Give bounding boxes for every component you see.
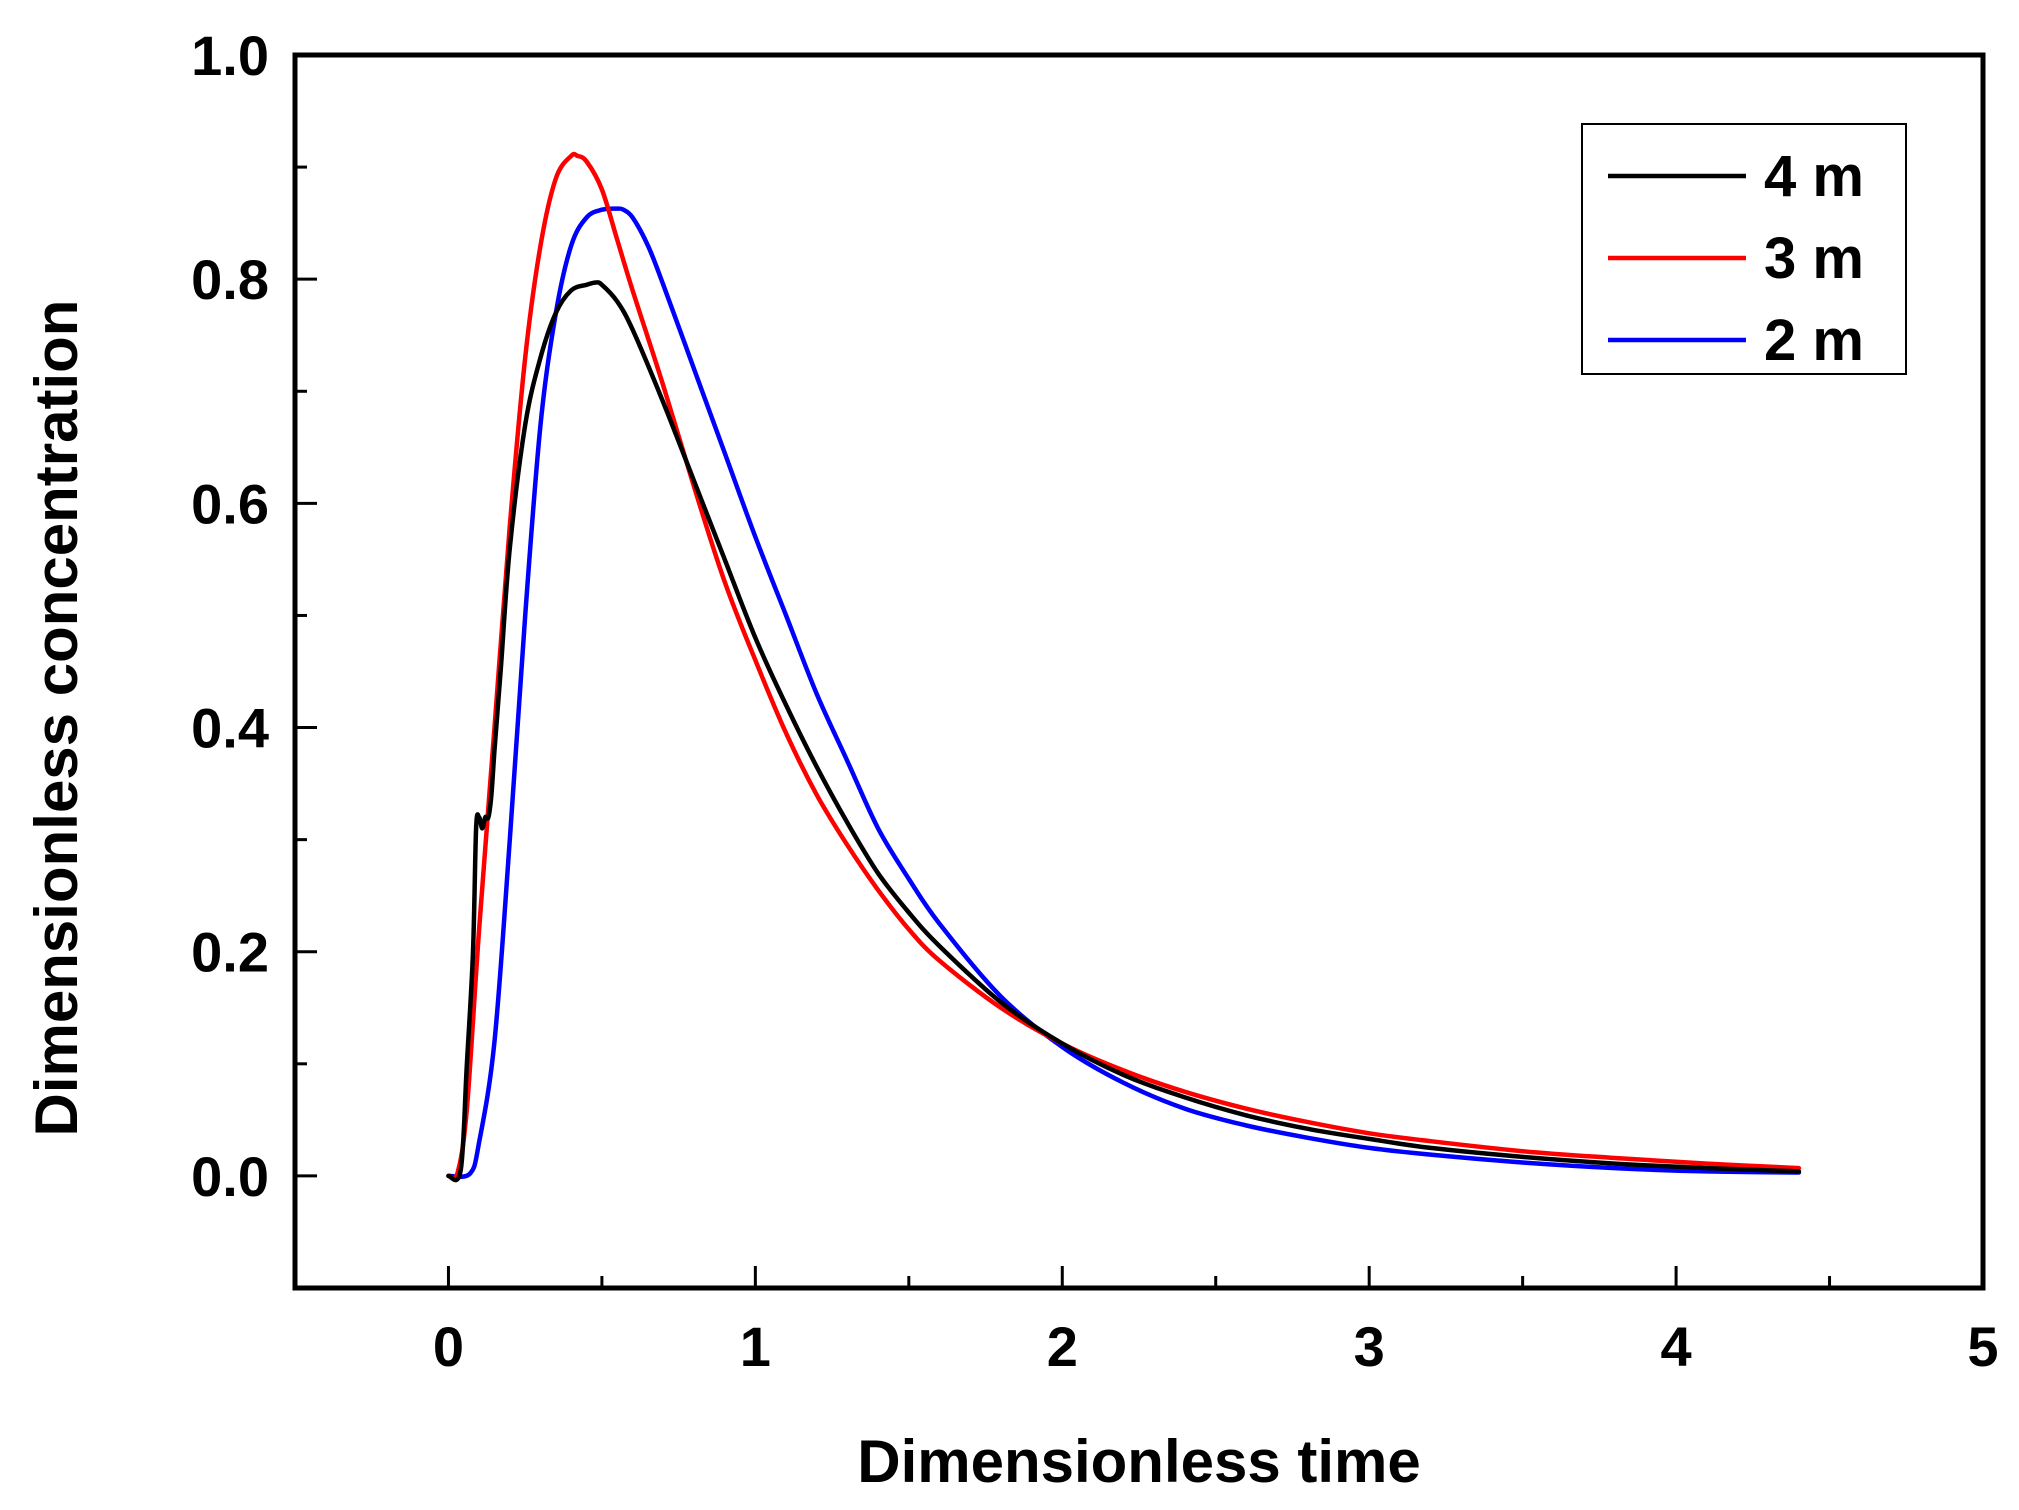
legend: 4 m 3 m 2 m [1581,123,1907,375]
x-tick-label: 3 [1354,1315,1385,1378]
y-tick-label: 0.6 [191,472,269,535]
y-tick-label: 0.0 [191,1145,269,1208]
y-tick-label: 0.2 [191,921,269,984]
legend-label: 2 m [1764,308,1864,373]
x-tick-label: 1 [740,1315,771,1378]
x-tick-label: 5 [1967,1315,1998,1378]
x-tick-label: 0 [433,1315,464,1378]
y-tick-label: 0.8 [191,248,269,311]
series-line-2m [446,206,1802,1180]
series-line-4m [446,280,1802,1183]
y-tick-label: 0.4 [191,697,269,760]
legend-items: 4 m 3 m 2 m [1608,144,1864,373]
axis-ticks [293,53,1985,1290]
y-axis-title: Dimensionless concentration [23,300,90,1137]
legend-label: 3 m [1764,226,1864,291]
x-tick-label: 4 [1661,1315,1692,1378]
legend-box [1581,123,1907,375]
x-tick-label: 2 [1047,1315,1078,1378]
x-axis-title: Dimensionless time [857,1428,1421,1495]
legend-label: 4 m [1764,144,1864,209]
series-lines [446,151,1802,1183]
axis-tick-labels: 0 1 2 3 4 5 0.0 0.2 0.4 0.6 0.8 1.0 [191,24,1998,1378]
y-tick-label: 1.0 [191,24,269,87]
plot-frame [292,52,1986,1291]
